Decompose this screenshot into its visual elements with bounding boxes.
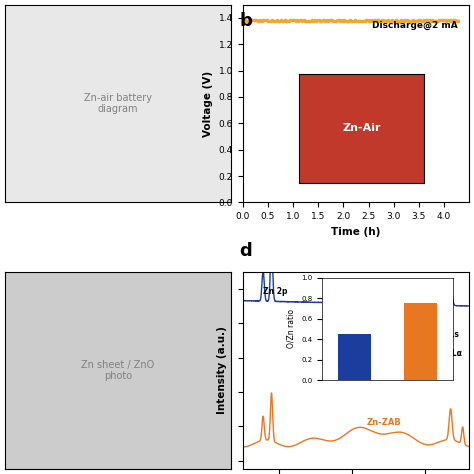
Text: Zn sheet / ZnO
photo: Zn sheet / ZnO photo bbox=[82, 360, 155, 381]
Text: O 1s: O 1s bbox=[440, 330, 459, 339]
Y-axis label: Intensity (a.u.): Intensity (a.u.) bbox=[218, 327, 228, 414]
Text: b: b bbox=[239, 12, 252, 30]
Text: d: d bbox=[239, 242, 252, 260]
Text: Bare Zn: Bare Zn bbox=[360, 288, 393, 297]
Text: Zn-ZAB: Zn-ZAB bbox=[367, 418, 401, 427]
X-axis label: Time (h): Time (h) bbox=[331, 227, 381, 237]
Y-axis label: Voltage (V): Voltage (V) bbox=[203, 71, 213, 137]
Text: Zn 2p: Zn 2p bbox=[264, 287, 288, 296]
Text: Zn-air battery
diagram: Zn-air battery diagram bbox=[84, 93, 152, 114]
Text: Zn Lα: Zn Lα bbox=[438, 349, 462, 358]
Text: Discharge@2 mA: Discharge@2 mA bbox=[372, 20, 458, 30]
